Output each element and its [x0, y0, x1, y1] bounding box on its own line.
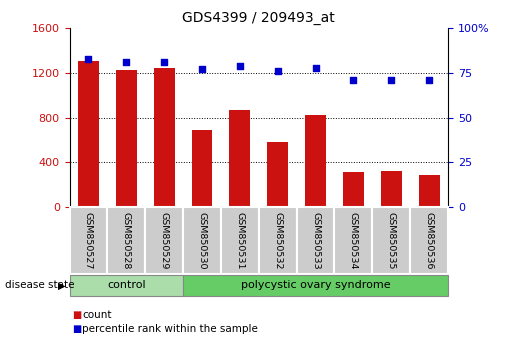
Bar [221, 207, 259, 274]
Text: count: count [82, 310, 112, 320]
Bar [267, 142, 288, 207]
Text: GSM850533: GSM850533 [311, 212, 320, 269]
Bar [116, 70, 136, 207]
Bar [107, 207, 145, 274]
Bar [297, 207, 335, 274]
Bar [410, 207, 448, 274]
Point [236, 63, 244, 69]
Bar [305, 115, 326, 207]
Bar [145, 207, 183, 274]
Text: GSM850527: GSM850527 [84, 212, 93, 269]
Point [84, 56, 93, 62]
Text: GSM850528: GSM850528 [122, 212, 131, 269]
Text: GSM850530: GSM850530 [198, 212, 207, 269]
Point [160, 59, 168, 65]
Text: ■: ■ [72, 310, 81, 320]
Text: polycystic ovary syndrome: polycystic ovary syndrome [241, 280, 390, 290]
Point [198, 67, 206, 72]
Text: GSM850529: GSM850529 [160, 212, 168, 269]
Bar [183, 275, 448, 296]
Bar [372, 207, 410, 274]
Text: GSM850532: GSM850532 [273, 212, 282, 269]
Bar [78, 61, 99, 207]
Text: GSM850536: GSM850536 [425, 212, 434, 269]
Bar [230, 110, 250, 207]
Bar [381, 171, 402, 207]
Bar [335, 207, 372, 274]
Text: GSM850534: GSM850534 [349, 212, 358, 269]
Point [425, 77, 433, 83]
Text: ■: ■ [72, 324, 81, 334]
Text: GSM850531: GSM850531 [235, 212, 244, 269]
Text: disease state: disease state [5, 280, 75, 290]
Point [349, 77, 357, 83]
Point [122, 59, 130, 65]
Bar [154, 68, 175, 207]
Text: ▶: ▶ [58, 280, 66, 290]
Point [273, 68, 282, 74]
Bar [70, 207, 107, 274]
Point [312, 65, 320, 70]
Bar [419, 175, 439, 207]
Text: percentile rank within the sample: percentile rank within the sample [82, 324, 259, 334]
Bar [343, 172, 364, 207]
Bar [259, 207, 297, 274]
Bar [192, 130, 212, 207]
Text: control: control [107, 280, 146, 290]
Title: GDS4399 / 209493_at: GDS4399 / 209493_at [182, 11, 335, 24]
Bar [70, 275, 183, 296]
Text: GSM850535: GSM850535 [387, 212, 396, 269]
Point [387, 77, 396, 83]
Bar [183, 207, 221, 274]
